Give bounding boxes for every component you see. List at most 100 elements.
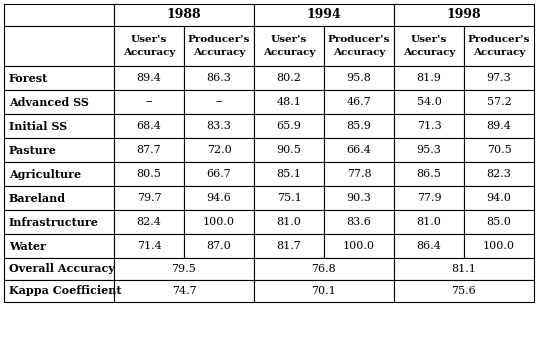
Bar [4,258,114,280]
Bar [254,90,324,114]
Text: 81.9: 81.9 [416,73,442,83]
Bar [464,66,534,90]
Text: Initial SS: Initial SS [9,120,67,131]
Bar [184,114,254,138]
Text: 90.3: 90.3 [347,193,371,203]
Text: 75.1: 75.1 [277,193,301,203]
Text: 85.1: 85.1 [277,169,301,179]
Bar [394,280,534,302]
Text: 71.4: 71.4 [137,241,161,251]
Bar [464,234,534,258]
Text: User's
Accuracy: User's Accuracy [403,35,455,57]
Bar [254,162,324,186]
Bar [394,138,464,162]
Text: 79.7: 79.7 [137,193,161,203]
Bar [254,4,394,26]
Bar [4,234,114,258]
Text: 74.7: 74.7 [172,286,196,296]
Bar [254,280,394,302]
Text: 94.6: 94.6 [206,193,232,203]
Text: 57.2: 57.2 [487,97,511,107]
Text: 100.0: 100.0 [203,217,235,227]
Bar [394,186,464,210]
Bar [4,138,114,162]
Bar [254,138,324,162]
Bar [254,26,324,66]
Text: 1988: 1988 [167,9,202,22]
Bar [4,186,114,210]
Bar [324,114,394,138]
Text: Kappa Coefficient: Kappa Coefficient [9,285,122,296]
Text: 97.3: 97.3 [487,73,511,83]
Bar [324,66,394,90]
Text: 85.9: 85.9 [347,121,371,131]
Bar [324,210,394,234]
Text: 66.7: 66.7 [206,169,232,179]
Text: 85.0: 85.0 [487,217,511,227]
Text: 89.4: 89.4 [137,73,161,83]
Bar [4,4,114,26]
Text: 83.6: 83.6 [347,217,371,227]
Text: 94.0: 94.0 [487,193,511,203]
Text: 86.3: 86.3 [206,73,232,83]
Bar [4,280,114,302]
Bar [254,258,394,280]
Bar [254,66,324,90]
Bar [394,234,464,258]
Bar [324,138,394,162]
Bar [114,162,184,186]
Text: Producer's
Accuracy: Producer's Accuracy [188,35,250,57]
Bar [114,90,184,114]
Bar [324,26,394,66]
Bar [4,114,114,138]
Bar [464,186,534,210]
Text: Pasture: Pasture [9,144,57,155]
Text: 71.3: 71.3 [416,121,441,131]
Bar [254,114,324,138]
Text: Agriculture: Agriculture [9,169,81,180]
Text: --: -- [145,97,153,107]
Text: 80.2: 80.2 [277,73,301,83]
Text: 90.5: 90.5 [277,145,301,155]
Text: 82.3: 82.3 [487,169,511,179]
Bar [394,66,464,90]
Text: 77.8: 77.8 [347,169,371,179]
Text: 48.1: 48.1 [277,97,301,107]
Bar [114,280,254,302]
Bar [184,234,254,258]
Bar [184,210,254,234]
Bar [114,186,184,210]
Text: 81.7: 81.7 [277,241,301,251]
Bar [324,234,394,258]
Bar [464,210,534,234]
Text: Producer's
Accuracy: Producer's Accuracy [328,35,390,57]
Text: 72.0: 72.0 [206,145,232,155]
Text: 54.0: 54.0 [416,97,442,107]
Text: 77.9: 77.9 [416,193,441,203]
Text: Water: Water [9,240,46,251]
Bar [184,90,254,114]
Bar [114,66,184,90]
Bar [464,114,534,138]
Bar [114,210,184,234]
Text: 1994: 1994 [307,9,341,22]
Text: 83.3: 83.3 [206,121,232,131]
Text: 89.4: 89.4 [487,121,511,131]
Bar [4,26,114,66]
Bar [464,90,534,114]
Text: 81.0: 81.0 [416,217,442,227]
Text: 87.7: 87.7 [137,145,161,155]
Text: 81.0: 81.0 [277,217,301,227]
Bar [184,26,254,66]
Text: 46.7: 46.7 [347,97,371,107]
Bar [464,162,534,186]
Text: Overall Accuracy: Overall Accuracy [9,263,115,274]
Bar [184,186,254,210]
Bar [4,210,114,234]
Bar [114,138,184,162]
Bar [114,26,184,66]
Bar [4,90,114,114]
Text: 65.9: 65.9 [277,121,301,131]
Bar [394,210,464,234]
Bar [394,114,464,138]
